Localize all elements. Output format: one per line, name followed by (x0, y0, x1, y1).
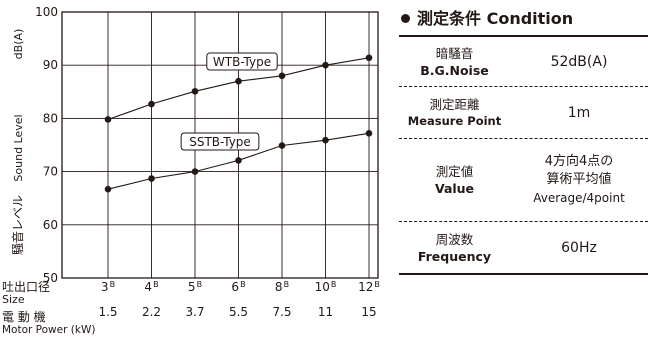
label-jp: 測定距離 (429, 96, 480, 112)
data-point (148, 175, 155, 182)
size-tick-label: 12B (358, 280, 380, 294)
value-line: 4方向4点の (544, 154, 614, 169)
size-tick-label: 10B (315, 280, 337, 294)
data-point (235, 77, 242, 85)
y-axis-label-jp: 騒音レベル (10, 195, 25, 255)
value-line: 1m (567, 104, 591, 121)
condition-label: 測定距離 Measure Point (399, 96, 510, 130)
condition-value: 60Hz (510, 239, 648, 257)
label-jp: 周波数 (435, 231, 474, 247)
condition-label: 周波数 Frequency (399, 231, 510, 265)
power-row-label-en: Motor Power (kW) (2, 324, 95, 336)
data-point (148, 100, 155, 108)
y-axis-label-en: Sound Level (12, 114, 25, 181)
condition-label: 暗騒音 B.G.Noise (399, 45, 510, 79)
value-line: Average/4point (533, 191, 625, 205)
sound-level-chart: 50 60 70 80 90 100 3B 4B 5B 6B 8B 10B 12B 1.5 2.2 3.7 5… (2, 5, 380, 336)
label-jp: 暗騒音 (435, 45, 474, 61)
data-point (235, 157, 242, 164)
series-label-box (206, 52, 278, 71)
condition-row-noise: 暗騒音 B.G.Noise 52dB(A) (399, 37, 648, 87)
power-tick-label: 2.2 (142, 305, 161, 319)
series-label: SSTB-Type (189, 135, 251, 149)
label-jp: 測定値 (435, 164, 474, 179)
value-line: 52dB(A) (550, 53, 608, 70)
size-row-label-jp: 吐出口径 (2, 280, 50, 294)
series-label: WTB-Type (213, 55, 271, 69)
data-point (104, 116, 112, 123)
data-point (322, 61, 329, 69)
condition-value: 1m (510, 104, 648, 122)
condition-row-distance: 測定距離 Measure Point 1m (399, 87, 648, 139)
condition-row-frequency: 周波数 Frequency 60Hz (399, 222, 648, 273)
data-point (365, 54, 373, 62)
size-tick-label: 4B (144, 280, 158, 294)
power-tick-label: 1.5 (98, 305, 117, 319)
y-tick-label: 60 (43, 218, 58, 232)
size-tick-label: 3B (101, 280, 115, 294)
size-tick-label: 6B (231, 280, 245, 294)
condition-value: 4方向4点の 算術平均値 Average/4point (510, 153, 648, 207)
power-row-label-jp: 電 動 機 (2, 309, 46, 324)
size-row-label-en: Size (2, 293, 25, 306)
data-point (191, 168, 199, 175)
series-label-box (180, 132, 260, 151)
power-tick-label: 11 (318, 305, 333, 319)
size-tick-label: 5B (188, 280, 202, 294)
bullet-icon (401, 14, 410, 23)
power-tick-label: 15 (361, 305, 376, 319)
value-line: 60Hz (561, 239, 597, 256)
label-en: B.G.Noise (420, 62, 489, 78)
plot-frame (61, 11, 379, 279)
label-en: Value (434, 181, 475, 196)
label-en: Measure Point (407, 113, 502, 128)
data-point (278, 72, 286, 80)
condition-title-jp: 測定条件 (417, 9, 482, 28)
condition-value: 52dB(A) (510, 53, 648, 71)
y-axis-unit: dB(A) (12, 29, 25, 60)
condition-label: 測定値 Value (399, 163, 510, 197)
condition-title-en: Condition (486, 9, 574, 28)
y-tick-label: 70 (43, 165, 58, 179)
value-line: 算術平均値 (546, 172, 612, 187)
data-point (191, 87, 199, 95)
condition-panel: 測定条件 Condition 暗騒音 B.G.Noise 52dB(A) 測定距… (399, 8, 648, 275)
data-point (278, 142, 286, 149)
condition-title: 測定条件 Condition (399, 8, 648, 30)
condition-table: 暗騒音 B.G.Noise 52dB(A) 測定距離 Measure Point… (399, 35, 648, 275)
y-tick-label: 50 (43, 271, 58, 285)
data-point (104, 185, 112, 193)
power-tick-label: 5.5 (229, 305, 248, 319)
data-point (322, 136, 329, 144)
power-tick-label: 3.7 (185, 305, 204, 319)
label-en: Frequency (417, 248, 492, 264)
data-point (365, 129, 373, 137)
y-tick-label: 80 (43, 111, 58, 125)
y-tick-label: 100 (35, 5, 58, 19)
size-tick-label: 8B (275, 280, 289, 294)
y-tick-label: 90 (43, 58, 58, 72)
power-tick-label: 7.5 (272, 305, 291, 319)
condition-row-value: 測定値 Value 4方向4点の 算術平均値 Average/4point (399, 139, 648, 222)
